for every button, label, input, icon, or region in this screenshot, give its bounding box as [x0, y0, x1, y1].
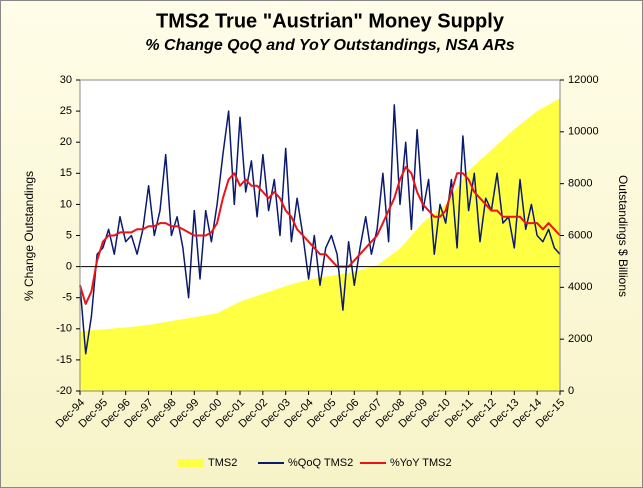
y2-axis-title: Outstandings $ Billions: [616, 175, 630, 297]
y-tick-label: 10: [60, 198, 72, 210]
y-tick-label: 5: [66, 229, 72, 241]
legend-label: TMS2: [208, 457, 237, 469]
legend-label: %YoY TMS2: [390, 457, 452, 469]
y2-tick-label: 2000: [568, 333, 592, 345]
y2-tick-label: 12000: [568, 74, 599, 86]
y2-tick-label: 4000: [568, 281, 592, 293]
y-tick-label: 0: [66, 261, 72, 273]
y-tick-label: -5: [62, 292, 72, 304]
chart-title: TMS2 True "Austrian" Money Supply: [156, 10, 505, 32]
y2-tick-label: 10000: [568, 126, 599, 138]
y-tick-label: 25: [60, 105, 72, 117]
area: [80, 98, 560, 391]
y2-tick-label: 8000: [568, 178, 592, 190]
legend-label: %QoQ TMS2: [288, 457, 353, 469]
y-tick-label: 20: [60, 136, 72, 148]
line: [79, 104, 561, 355]
legend-swatch: [178, 459, 204, 467]
chart-subtitle: % Change QoQ and YoY Outstandings, NSA A…: [145, 37, 514, 54]
y2-tick-label: 6000: [568, 229, 592, 241]
line: [79, 166, 561, 305]
y-tick-label: 15: [60, 167, 72, 179]
y-axis-title: % Change Outstandings: [22, 171, 36, 301]
y-tick-label: -10: [56, 323, 72, 335]
y2-tick-label: 0: [568, 385, 574, 397]
y-tick-label: 30: [60, 74, 72, 86]
y-tick-label: -15: [56, 354, 72, 366]
y-tick-label: -20: [56, 385, 72, 397]
